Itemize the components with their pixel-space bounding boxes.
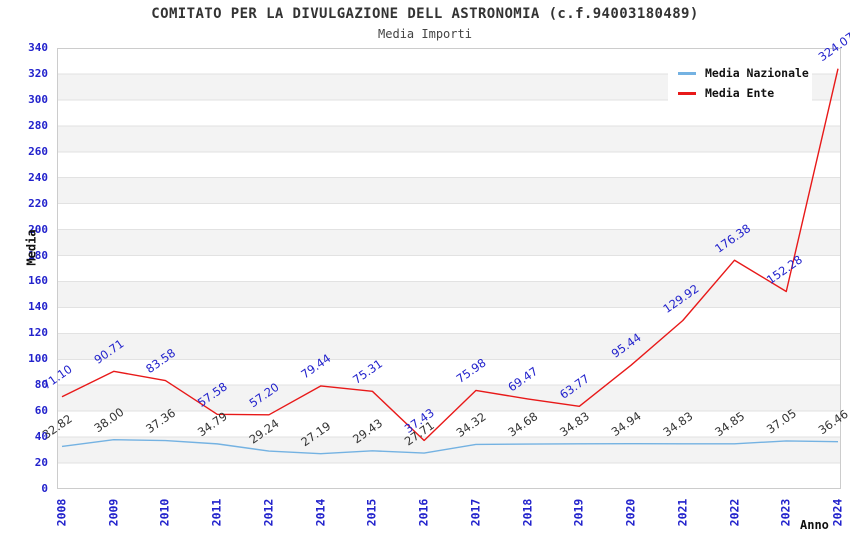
y-tick-label: 280 — [28, 118, 48, 132]
x-tick-label: 2023 — [778, 498, 793, 527]
x-tick-label: 2015 — [364, 498, 379, 527]
plot-band — [57, 177, 841, 204]
x-tick-label: 2012 — [261, 498, 276, 527]
legend-item-media-nazionale: Media Nazionale — [678, 63, 809, 83]
y-tick-label: 140 — [28, 300, 48, 314]
x-tick-label: 2024 — [830, 498, 845, 527]
y-tick-label: 340 — [28, 41, 48, 54]
y-tick-label: 320 — [28, 66, 48, 80]
x-tick-label: 2022 — [727, 498, 742, 527]
media-ente-line-swatch — [678, 91, 696, 95]
y-tick-label: 300 — [28, 92, 48, 106]
y-tick-label: 200 — [28, 222, 48, 236]
plot-band — [57, 255, 841, 282]
y-tick-label: 0 — [41, 482, 48, 495]
y-tick-label: 100 — [28, 352, 48, 366]
plot-band — [57, 333, 841, 360]
plot-band — [57, 307, 841, 334]
x-tick-label: 2020 — [623, 498, 638, 527]
y-tick-label: 80 — [34, 378, 48, 392]
x-tick-label: 2009 — [106, 498, 121, 527]
y-tick-label: 20 — [34, 456, 48, 470]
chart-subtitle: Media Importi — [378, 27, 472, 41]
y-tick-label: 260 — [28, 144, 48, 158]
x-tick-label: 2010 — [157, 498, 172, 527]
media-nazionale-line — [61, 439, 839, 455]
plot-band — [57, 203, 841, 230]
legend: Media Nazionale Media Ente — [668, 57, 812, 109]
y-tick-label: 160 — [28, 274, 48, 288]
x-tick-label: 2018 — [520, 498, 535, 527]
media-nazionale-line-swatch — [678, 71, 696, 75]
y-tick-label: 40 — [34, 430, 48, 444]
y-tick-label: 60 — [34, 404, 48, 418]
y-axis-title: Media — [24, 229, 39, 266]
x-tick-label: 2008 — [54, 498, 69, 527]
x-tick-label: 2019 — [571, 498, 586, 527]
legend-item-media-ente: Media Ente — [678, 83, 804, 103]
y-tick-label: 120 — [28, 326, 48, 340]
x-axis-title: Anno — [800, 518, 829, 532]
legend-label: Media Nazionale — [705, 66, 809, 80]
plot-band — [57, 385, 841, 412]
y-tick-label: 240 — [28, 170, 48, 184]
x-tick-label: 2011 — [209, 498, 224, 527]
plot-band — [57, 281, 841, 308]
y-tick-label: 220 — [28, 196, 48, 210]
x-tick-label: 2017 — [468, 498, 483, 527]
plot-band — [57, 151, 841, 178]
y-tick-label: 180 — [28, 248, 48, 262]
plot-band — [57, 229, 841, 256]
media-ente-line — [61, 68, 839, 442]
plot-area: 32.82 38.00 37.36 34.79 29.24 27.19 29.43 27.71… — [40, 30, 850, 489]
x-tick-label: 2021 — [675, 498, 690, 527]
plot-band — [57, 359, 841, 386]
chart-title: COMITATO PER LA DIVULGAZIONE DELL ASTRON… — [151, 6, 699, 22]
legend-label: Media Ente — [705, 86, 775, 100]
x-tick-label: 2014 — [313, 498, 328, 527]
plot-band — [57, 463, 841, 489]
x-tick-label: 2016 — [416, 498, 431, 527]
plot-band — [57, 125, 841, 152]
plot-border — [57, 48, 841, 489]
